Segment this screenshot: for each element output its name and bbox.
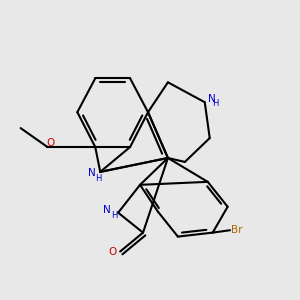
Text: N: N	[208, 94, 215, 103]
Text: N: N	[88, 168, 96, 178]
Text: Br: Br	[231, 225, 242, 235]
Text: H: H	[212, 99, 219, 108]
Text: N: N	[103, 205, 111, 215]
Text: H: H	[96, 174, 102, 183]
Text: H: H	[111, 211, 118, 220]
Text: O: O	[109, 247, 117, 256]
Text: O: O	[46, 137, 55, 148]
